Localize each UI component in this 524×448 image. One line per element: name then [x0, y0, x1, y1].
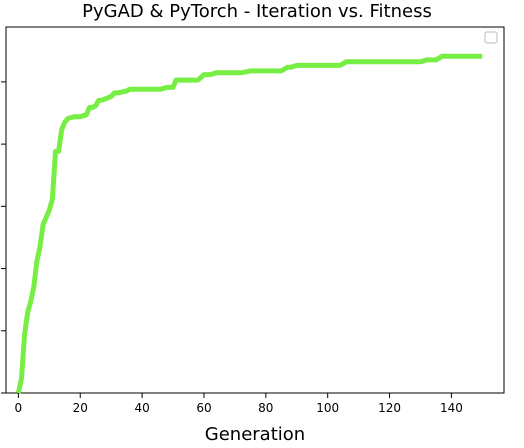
fitness-line — [15, 53, 483, 394]
x-tick-label: 0 — [15, 401, 23, 415]
x-tick-label: 140 — [440, 401, 463, 415]
legend-box — [484, 31, 498, 44]
x-tick-label: 60 — [196, 401, 211, 415]
x-tick-label: 20 — [73, 401, 88, 415]
axis-ticks: 0 20 40 60 80 100 120 140 — [1, 81, 463, 415]
plot-area — [5, 26, 505, 394]
x-tick-label: 120 — [378, 401, 401, 415]
x-tick-label: 40 — [134, 401, 149, 415]
x-tick-label: 100 — [316, 401, 339, 415]
chart-title: PyGAD & PyTorch - Iteration vs. Fitness — [82, 1, 432, 22]
x-tick-label: 80 — [258, 401, 273, 415]
x-axis-label: Generation — [205, 424, 305, 445]
